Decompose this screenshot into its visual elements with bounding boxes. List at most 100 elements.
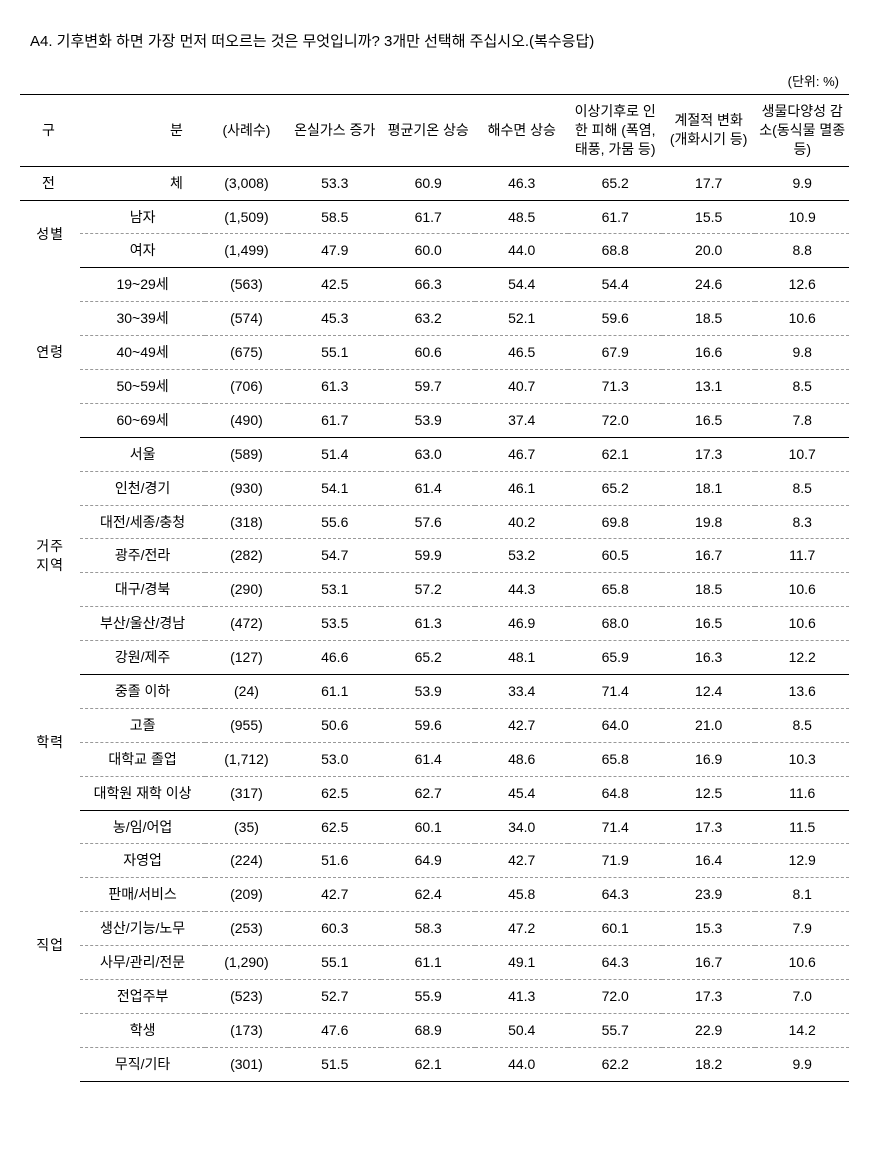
- total-v1: 60.9: [381, 166, 474, 200]
- value-cell: 8.5: [755, 370, 849, 404]
- value-cell: 53.2: [475, 539, 568, 573]
- value-cell: 9.8: [755, 336, 849, 370]
- value-cell: 61.1: [381, 946, 474, 980]
- value-cell: 53.1: [288, 573, 381, 607]
- n-cell: (317): [205, 776, 288, 810]
- table-row: 직업농/임/어업(35)62.560.134.071.417.311.5: [20, 810, 849, 844]
- value-cell: 58.3: [381, 912, 474, 946]
- value-cell: 60.3: [288, 912, 381, 946]
- value-cell: 16.9: [662, 742, 755, 776]
- subcategory-cell: 남자: [80, 200, 205, 234]
- table-row: 거주지역서울(589)51.463.046.762.117.310.7: [20, 437, 849, 471]
- n-cell: (209): [205, 878, 288, 912]
- table-row: 여자(1,499)47.960.044.068.820.08.8: [20, 234, 849, 268]
- value-cell: 45.4: [475, 776, 568, 810]
- header-col5: 계절적 변화 (개화시기 등): [662, 95, 755, 167]
- subcategory-cell: 인천/경기: [80, 471, 205, 505]
- value-cell: 72.0: [568, 980, 661, 1014]
- value-cell: 65.2: [381, 641, 474, 675]
- value-cell: 46.7: [475, 437, 568, 471]
- n-cell: (24): [205, 675, 288, 709]
- value-cell: 62.2: [568, 1047, 661, 1081]
- total-n: (3,008): [205, 166, 288, 200]
- value-cell: 60.5: [568, 539, 661, 573]
- subcategory-cell: 대학교 졸업: [80, 742, 205, 776]
- value-cell: 22.9: [662, 1013, 755, 1047]
- n-cell: (589): [205, 437, 288, 471]
- value-cell: 10.3: [755, 742, 849, 776]
- value-cell: 16.7: [662, 946, 755, 980]
- value-cell: 65.2: [568, 471, 661, 505]
- category-cell: 직업: [20, 810, 80, 1081]
- value-cell: 65.8: [568, 573, 661, 607]
- subcategory-cell: 서울: [80, 437, 205, 471]
- value-cell: 42.5: [288, 268, 381, 302]
- n-cell: (282): [205, 539, 288, 573]
- value-cell: 55.1: [288, 336, 381, 370]
- value-cell: 62.5: [288, 776, 381, 810]
- value-cell: 24.6: [662, 268, 755, 302]
- table-row: 대학교 졸업(1,712)53.061.448.665.816.910.3: [20, 742, 849, 776]
- subcategory-cell: 19~29세: [80, 268, 205, 302]
- table-row: 생산/기능/노무(253)60.358.347.260.115.37.9: [20, 912, 849, 946]
- value-cell: 50.4: [475, 1013, 568, 1047]
- table-row: 강원/제주(127)46.665.248.165.916.312.2: [20, 641, 849, 675]
- category-cell: 거주지역: [20, 437, 80, 674]
- value-cell: 18.1: [662, 471, 755, 505]
- value-cell: 15.3: [662, 912, 755, 946]
- table-row: 30~39세(574)45.363.252.159.618.510.6: [20, 302, 849, 336]
- table-row: 40~49세(675)55.160.646.567.916.69.8: [20, 336, 849, 370]
- value-cell: 61.3: [381, 607, 474, 641]
- value-cell: 47.2: [475, 912, 568, 946]
- value-cell: 55.7: [568, 1013, 661, 1047]
- value-cell: 61.1: [288, 675, 381, 709]
- value-cell: 19.8: [662, 505, 755, 539]
- subcategory-cell: 대학원 재학 이상: [80, 776, 205, 810]
- value-cell: 48.5: [475, 200, 568, 234]
- n-cell: (706): [205, 370, 288, 404]
- value-cell: 40.7: [475, 370, 568, 404]
- value-cell: 16.6: [662, 336, 755, 370]
- subcategory-cell: 사무/관리/전문: [80, 946, 205, 980]
- category-cell: 성별: [20, 200, 80, 268]
- header-cat-a: 구: [42, 121, 55, 140]
- category-cell: 학력: [20, 675, 80, 811]
- question-title: A4. 기후변화 하면 가장 먼저 떠오르는 것은 무엇입니까? 3개만 선택해…: [20, 30, 849, 51]
- value-cell: 62.4: [381, 878, 474, 912]
- subcategory-cell: 무직/기타: [80, 1047, 205, 1081]
- value-cell: 40.2: [475, 505, 568, 539]
- table-row: 대전/세종/충청(318)55.657.640.269.819.88.3: [20, 505, 849, 539]
- value-cell: 11.7: [755, 539, 849, 573]
- value-cell: 8.5: [755, 708, 849, 742]
- value-cell: 54.1: [288, 471, 381, 505]
- value-cell: 13.1: [662, 370, 755, 404]
- value-cell: 12.4: [662, 675, 755, 709]
- value-cell: 10.6: [755, 607, 849, 641]
- value-cell: 8.3: [755, 505, 849, 539]
- header-col3: 해수면 상승: [475, 95, 568, 167]
- n-cell: (490): [205, 403, 288, 437]
- n-cell: (472): [205, 607, 288, 641]
- value-cell: 48.1: [475, 641, 568, 675]
- value-cell: 54.4: [568, 268, 661, 302]
- table-row: 성별남자(1,509)58.561.748.561.715.510.9: [20, 200, 849, 234]
- value-cell: 71.4: [568, 675, 661, 709]
- total-v0: 53.3: [288, 166, 381, 200]
- value-cell: 67.9: [568, 336, 661, 370]
- value-cell: 10.6: [755, 302, 849, 336]
- value-cell: 10.6: [755, 946, 849, 980]
- n-cell: (35): [205, 810, 288, 844]
- n-cell: (574): [205, 302, 288, 336]
- value-cell: 10.7: [755, 437, 849, 471]
- value-cell: 55.1: [288, 946, 381, 980]
- value-cell: 64.3: [568, 946, 661, 980]
- value-cell: 44.3: [475, 573, 568, 607]
- value-cell: 15.5: [662, 200, 755, 234]
- value-cell: 62.5: [288, 810, 381, 844]
- n-cell: (318): [205, 505, 288, 539]
- value-cell: 46.6: [288, 641, 381, 675]
- value-cell: 52.1: [475, 302, 568, 336]
- total-v4: 17.7: [662, 166, 755, 200]
- total-row: 전체(3,008)53.360.946.365.217.79.9: [20, 166, 849, 200]
- subcategory-cell: 강원/제주: [80, 641, 205, 675]
